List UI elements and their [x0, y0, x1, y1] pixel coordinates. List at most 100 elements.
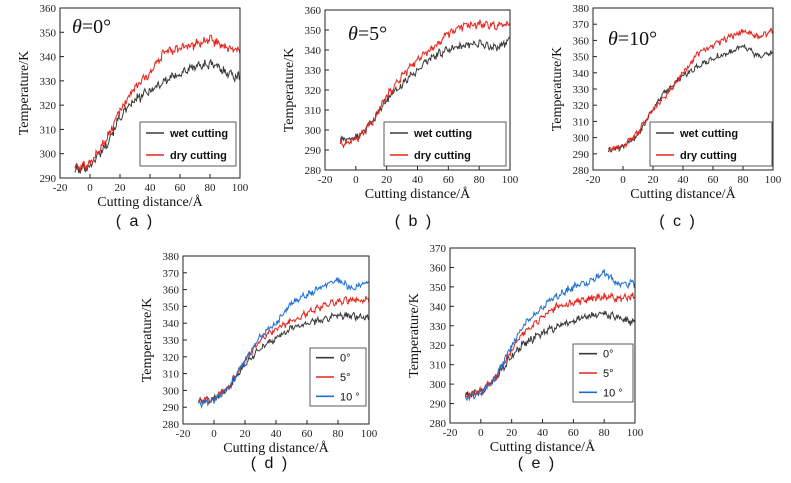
- y-tick-label: 360: [430, 262, 447, 274]
- angle-value: =10°: [618, 28, 657, 50]
- y-tick-label: 330: [40, 76, 57, 88]
- x-tick-label: 100: [232, 182, 249, 194]
- y-tick-label: 340: [573, 68, 590, 80]
- y-tick-label: 310: [163, 369, 180, 381]
- y-tick-label: 340: [305, 45, 322, 57]
- y-tick-label: 280: [573, 165, 590, 177]
- y-tick-label: 350: [40, 27, 57, 39]
- x-tick-label: 0: [620, 174, 626, 186]
- y-axis-label: Temperature/K: [17, 51, 32, 136]
- y-tick-label: 310: [305, 105, 322, 117]
- legend: wet cutting dry cutting: [383, 121, 507, 167]
- y-tick-label: 300: [163, 385, 180, 397]
- y-tick-label: 290: [305, 145, 322, 157]
- x-tick-label: 0: [353, 174, 359, 186]
- angle-value: =5°: [358, 23, 387, 45]
- y-tick-label: 360: [40, 3, 57, 15]
- y-tick-label: 370: [573, 19, 590, 31]
- x-tick-label: -20: [586, 174, 601, 186]
- y-tick-label: 310: [573, 116, 590, 128]
- y-tick-label: 280: [163, 419, 180, 431]
- x-tick-label: 20: [381, 174, 393, 186]
- panel-label: ( b ): [395, 213, 433, 230]
- x-tick-label: 0: [87, 182, 93, 194]
- legend-label: 10 °: [340, 391, 360, 403]
- x-tick-label: 80: [474, 174, 486, 186]
- y-tick-label: 370: [163, 268, 180, 280]
- x-tick-label: 80: [205, 182, 217, 194]
- x-axis-label: Cutting distance/Å: [490, 439, 596, 455]
- series-line: [198, 277, 369, 410]
- legend-label: 5°: [603, 368, 614, 380]
- y-tick-label: 380: [573, 3, 590, 15]
- x-tick-label: 20: [240, 428, 252, 440]
- x-tick-label: -20: [443, 427, 458, 439]
- legend: wet cutting dry cutting: [649, 121, 773, 167]
- legend-label: wet cutting: [679, 128, 738, 140]
- y-tick-label: 330: [573, 84, 590, 96]
- theta-symbol: θ: [348, 23, 358, 45]
- y-tick-label: 310: [430, 360, 447, 372]
- series-line: [607, 43, 773, 154]
- x-tick-label: 60: [568, 427, 580, 439]
- x-axis-label: Cutting distance/Å: [630, 186, 736, 202]
- x-tick-label: 40: [678, 174, 690, 186]
- y-tick-label: 360: [305, 5, 322, 17]
- x-tick-label: 100: [765, 174, 782, 186]
- series-line: [607, 27, 773, 153]
- legend: 0° 5° 10 °: [572, 343, 634, 403]
- y-tick-label: 290: [573, 149, 590, 161]
- x-tick-label: 0: [478, 427, 484, 439]
- y-tick-label: 280: [430, 418, 447, 430]
- x-tick-label: 80: [599, 427, 611, 439]
- legend-label: dry cutting: [680, 150, 737, 162]
- x-tick-label: 0: [211, 428, 217, 440]
- series-line: [74, 34, 240, 173]
- y-tick-label: 350: [430, 282, 447, 294]
- legend-label: 0°: [340, 353, 351, 365]
- y-tick-label: 340: [40, 52, 57, 64]
- y-tick-label: 330: [430, 321, 447, 333]
- y-axis-label: Temperature/K: [282, 48, 297, 133]
- y-axis-label: Temperature/K: [550, 47, 565, 132]
- legend-label: wet cutting: [169, 128, 228, 140]
- series-line: [74, 59, 240, 174]
- x-tick-label: -20: [53, 182, 68, 194]
- legend: 0° 5° 10 °: [309, 347, 367, 407]
- chart-panel-e: -20 0 20 40 60 80 100 280 290 300 310 320 330 340 350 3…: [407, 243, 644, 472]
- y-tick-label: 360: [573, 35, 590, 47]
- chart-panel-d: -20 0 20 40 60 80 100 280 290 300 310 320 330 340 350 3…: [140, 251, 378, 472]
- y-tick-label: 320: [430, 340, 447, 352]
- y-tick-label: 320: [40, 100, 57, 112]
- x-tick-label: -20: [176, 428, 191, 440]
- y-tick-label: 320: [573, 100, 590, 112]
- x-tick-label: 100: [361, 428, 378, 440]
- angle-annotation: θ=0°: [72, 16, 111, 38]
- y-tick-label: 320: [305, 85, 322, 97]
- x-tick-label: 60: [708, 174, 720, 186]
- y-tick-label: 350: [305, 25, 322, 37]
- x-tick-label: 100: [627, 427, 644, 439]
- theta-symbol: θ: [608, 28, 618, 50]
- x-axis-label: Cutting distance/Å: [97, 194, 203, 210]
- y-tick-label: 290: [430, 399, 447, 411]
- x-tick-label: 40: [271, 428, 283, 440]
- chart-panel-a: -20 0 20 40 60 80 100 290 300 310 320 330 340 350 360 C…: [17, 3, 249, 230]
- x-tick-label: 80: [333, 428, 345, 440]
- legend-label: dry cutting: [170, 150, 227, 162]
- series-line: [339, 19, 510, 149]
- x-tick-label: 40: [145, 182, 157, 194]
- x-axis-label: Cutting distance/Å: [365, 186, 471, 202]
- panel-label: ( d ): [251, 455, 289, 472]
- legend-label: dry cutting: [414, 150, 471, 162]
- panel-label: ( c ): [659, 213, 697, 230]
- legend-box: [649, 121, 773, 167]
- y-tick-label: 300: [430, 379, 447, 391]
- x-tick-label: -20: [318, 174, 333, 186]
- y-tick-label: 320: [163, 352, 180, 364]
- x-tick-label: 60: [302, 428, 314, 440]
- y-tick-label: 370: [430, 243, 447, 255]
- y-axis-label: Temperature/K: [140, 298, 155, 383]
- y-tick-label: 340: [430, 301, 447, 313]
- y-tick-label: 310: [40, 124, 57, 136]
